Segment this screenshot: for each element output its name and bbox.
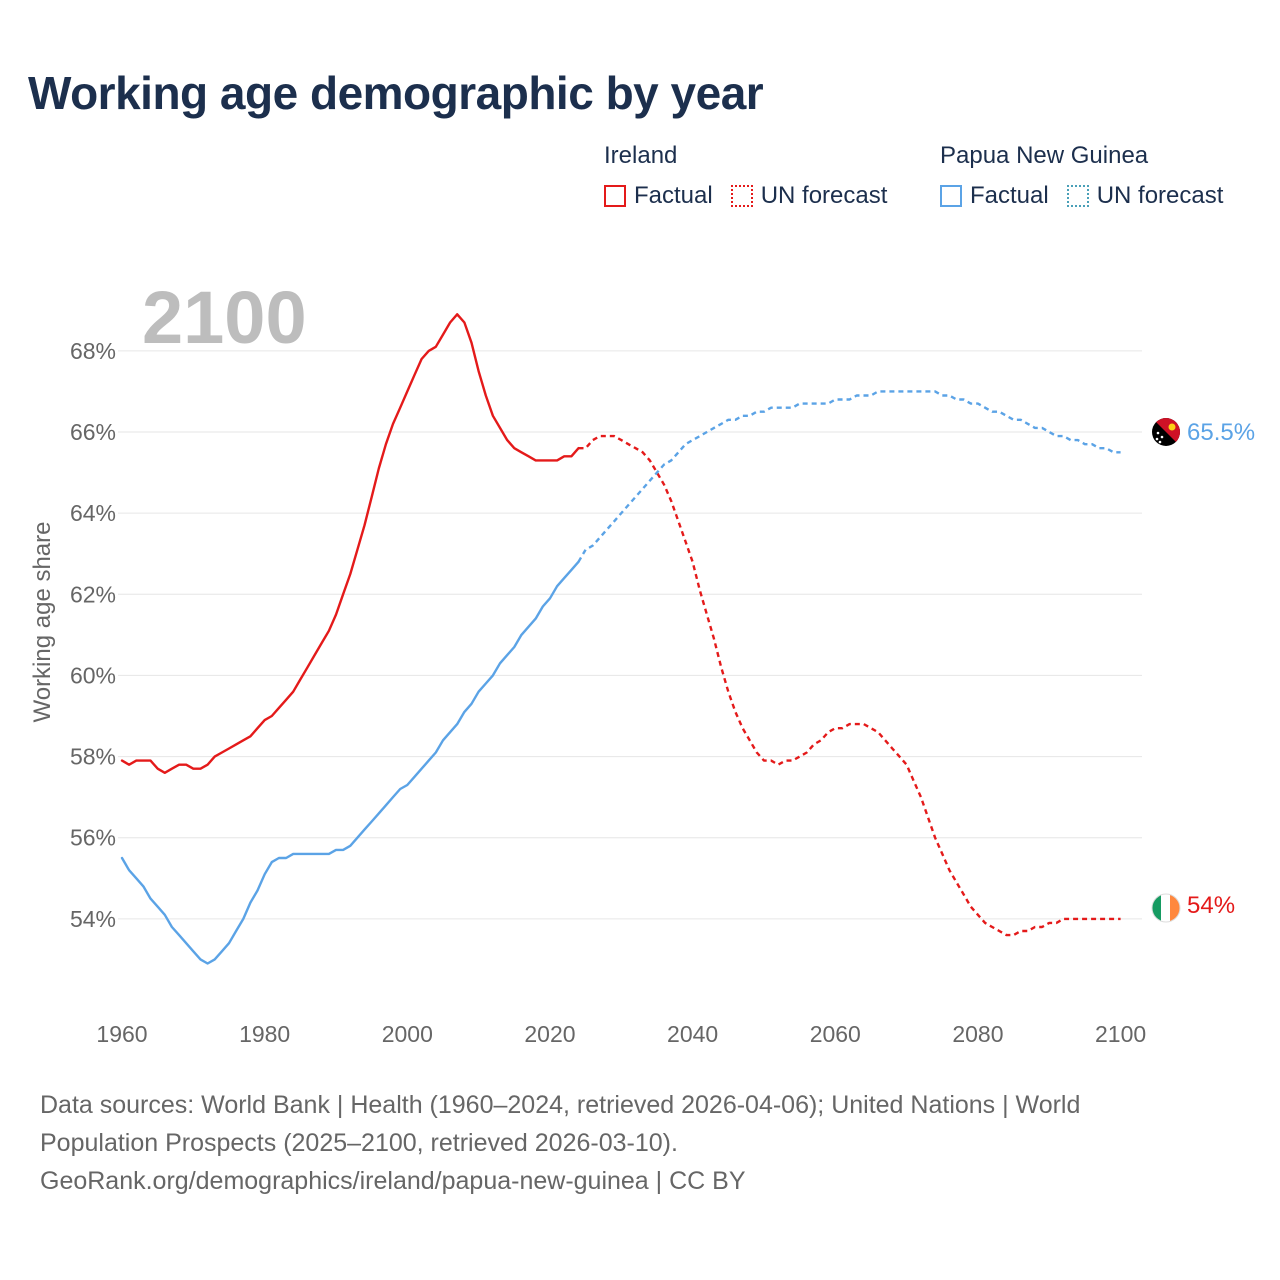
x-axis-ticks: 1960 1980 2000 2020 2040 2060 2080 2100	[96, 1021, 1146, 1047]
png-forecast-line	[577, 390, 1121, 563]
papua-new-guinea-flag-icon	[1152, 418, 1180, 446]
line-chart: 2100 54% 56% 58% 60% 62% 64% 66% 68% 1960 1980 20…	[29, 276, 1255, 1047]
legend-png-forecast[interactable]: UN forecast	[1066, 182, 1224, 210]
x-tick-label: 2020	[524, 1021, 575, 1047]
dotted-line-swatch-icon	[1066, 185, 1089, 207]
x-tick-label: 1980	[239, 1021, 290, 1047]
y-tick-label: 62%	[70, 581, 116, 607]
legend-label: UN forecast	[760, 182, 888, 209]
end-value-label-ireland: 54%	[1187, 892, 1235, 919]
legend-group-ireland: Ireland Factual UN forecast	[604, 142, 887, 210]
legend-png-factual[interactable]: Factual	[940, 182, 1049, 210]
footer-line: GeoRank.org/demographics/ireland/papua-n…	[40, 1167, 746, 1195]
y-tick-label: 54%	[70, 906, 116, 932]
dotted-line-swatch-icon	[730, 185, 753, 207]
y-axis-ticks: 54% 56% 58% 60% 62% 64% 66% 68%	[70, 338, 116, 932]
y-tick-label: 56%	[70, 825, 116, 851]
x-tick-label: 2080	[952, 1021, 1003, 1047]
footer-line: Population Prospects (2025–2100, retriev…	[40, 1129, 678, 1157]
y-tick-label: 68%	[70, 338, 116, 364]
y-axis-label: Working age share	[29, 522, 56, 723]
chart-title: Working age demographic by year	[28, 67, 764, 119]
y-tick-label: 64%	[70, 500, 116, 526]
year-watermark: 2100	[142, 276, 307, 359]
legend-label: UN forecast	[1096, 182, 1224, 209]
ireland-forecast-line	[578, 434, 1121, 937]
x-tick-label: 2040	[667, 1021, 718, 1047]
footer-sources: Data sources: World Bank | Health (1960–…	[40, 1086, 1220, 1200]
legend-group-name: Ireland	[604, 142, 678, 169]
x-tick-label: 2000	[382, 1021, 433, 1047]
legend-group-name: Papua New Guinea	[940, 142, 1149, 169]
x-tick-label: 1960	[96, 1021, 147, 1047]
y-tick-label: 58%	[70, 744, 116, 770]
series-lines	[120, 313, 1121, 965]
footer-line: Data sources: World Bank | Health (1960–…	[40, 1091, 1081, 1119]
png-factual-line	[120, 560, 580, 965]
x-tick-label: 2060	[810, 1021, 861, 1047]
ireland-flag-icon	[1151, 893, 1181, 923]
legend-ireland-forecast[interactable]: UN forecast	[730, 182, 888, 210]
solid-line-swatch-icon	[604, 185, 626, 207]
x-tick-label: 2100	[1095, 1021, 1146, 1047]
y-tick-label: 66%	[70, 419, 116, 445]
y-tick-label: 60%	[70, 662, 116, 688]
legend-ireland-factual[interactable]: Factual	[604, 182, 713, 210]
legend-label: Factual	[970, 182, 1049, 209]
legend-label: Factual	[634, 182, 713, 209]
legend-group-png: Papua New Guinea Factual UN forecast	[940, 142, 1223, 210]
solid-line-swatch-icon	[940, 185, 962, 207]
ireland-factual-line	[120, 313, 580, 774]
gridlines	[118, 350, 1142, 920]
end-value-label-png: 65.5%	[1187, 419, 1255, 446]
